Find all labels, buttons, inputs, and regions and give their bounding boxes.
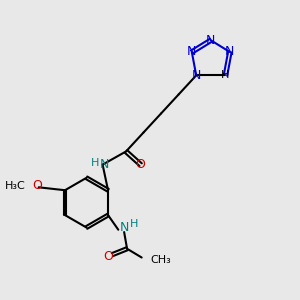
Text: N: N [187,46,196,59]
Text: O: O [103,250,113,262]
Text: H: H [130,220,139,230]
Text: N: N [191,69,201,82]
Text: H: H [221,70,230,80]
Text: N: N [225,46,235,59]
Text: N: N [119,221,129,234]
Text: N: N [99,158,109,171]
Text: O: O [32,179,42,192]
Text: O: O [136,158,146,171]
Text: H: H [91,158,100,168]
Text: CH₃: CH₃ [151,255,171,266]
Text: H₃C: H₃C [5,181,26,191]
Text: N: N [206,34,215,47]
